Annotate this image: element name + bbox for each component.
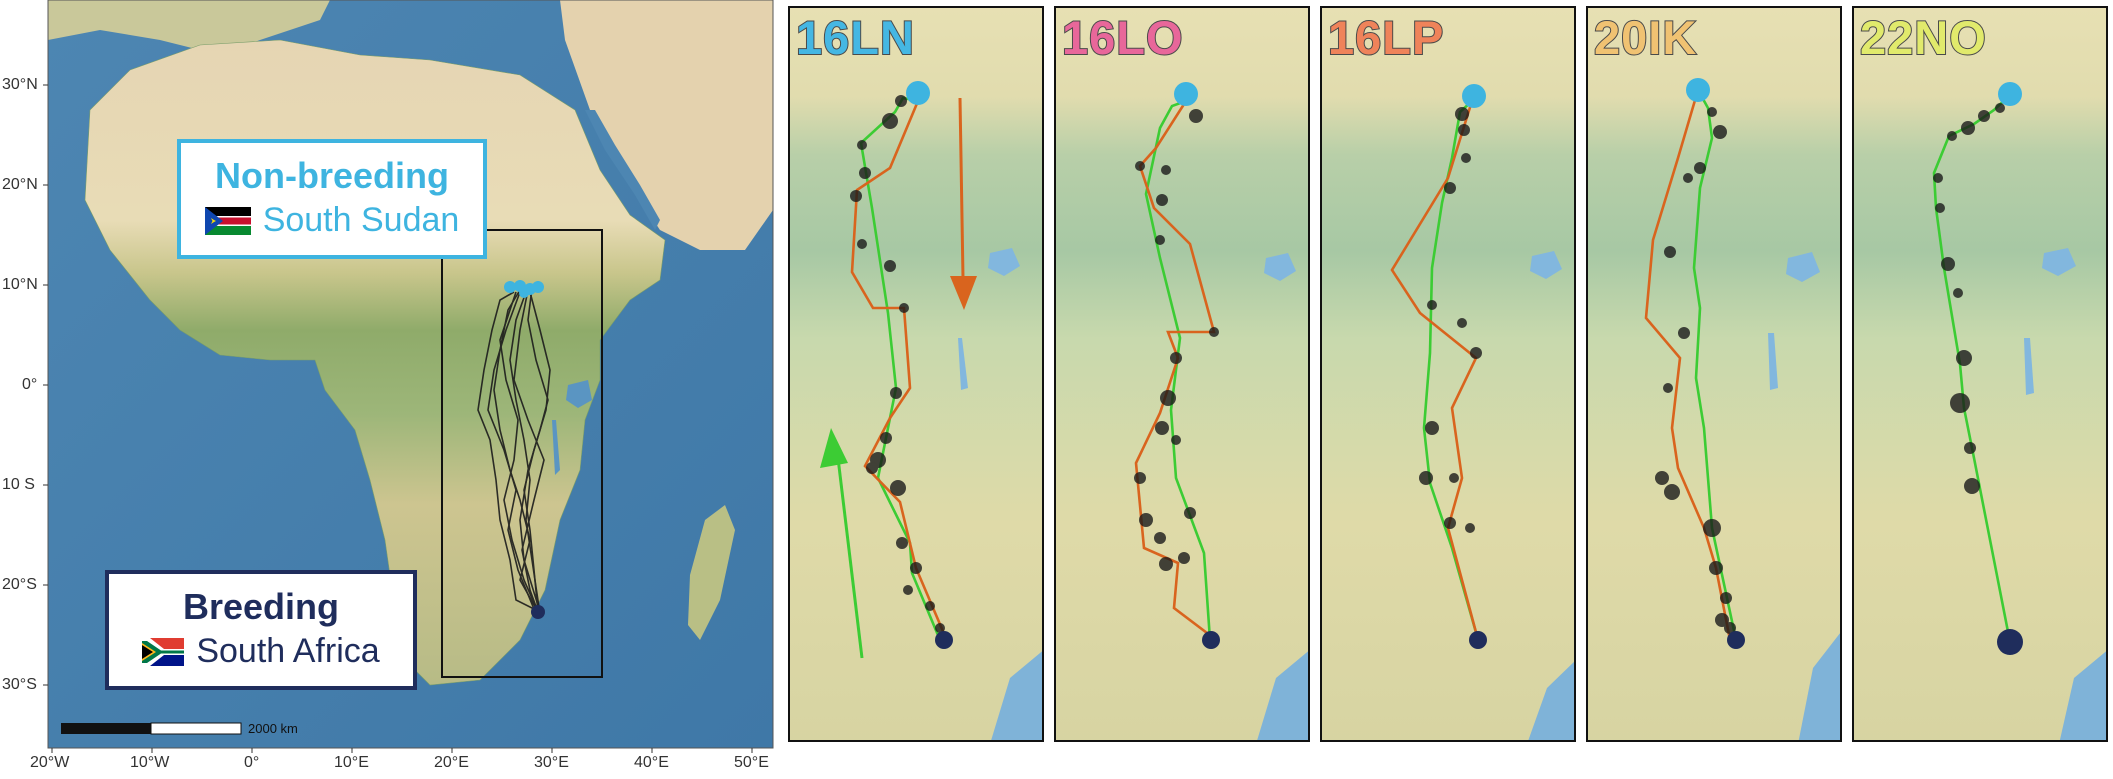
ocean-corner bbox=[1528, 661, 1574, 740]
scale-bar-dark bbox=[61, 723, 151, 734]
autumn-route bbox=[1644, 89, 1732, 641]
non-breeding-marker bbox=[1686, 78, 1710, 102]
non-breeding-marker bbox=[1174, 82, 1198, 106]
lake bbox=[988, 248, 1020, 276]
panel-background bbox=[1588, 8, 1840, 740]
lake bbox=[1768, 333, 1778, 390]
panel-background bbox=[790, 8, 1042, 740]
autumn-route bbox=[1134, 100, 1216, 638]
spring-route bbox=[1692, 89, 1738, 641]
panel-map bbox=[1588, 8, 1840, 740]
autumn-route bbox=[1390, 100, 1479, 637]
madagascar bbox=[688, 505, 735, 640]
non-breeding-marker bbox=[1462, 84, 1486, 108]
scale-bar-light bbox=[150, 722, 242, 735]
lake-victoria bbox=[566, 380, 592, 408]
lake bbox=[1786, 252, 1820, 282]
non-breeding-country: South Sudan bbox=[262, 201, 460, 239]
lat-label-30n: 30°N bbox=[2, 76, 38, 93]
breeding-marker bbox=[531, 605, 545, 619]
europe-land bbox=[48, 0, 330, 55]
non-breeding-marker bbox=[1998, 82, 2022, 106]
lat-label-10s: 10 S bbox=[2, 476, 35, 493]
panel-16lp: 16LP bbox=[1320, 6, 1576, 742]
lon-label-20w: 20°W bbox=[30, 754, 70, 771]
stopover-points bbox=[1134, 109, 1219, 571]
non-breeding-title: Non-breeding bbox=[215, 155, 449, 196]
spring-direction-arrow bbox=[820, 428, 864, 659]
migration-tracks bbox=[477, 287, 551, 615]
lon-label-50e: 50°E bbox=[734, 754, 769, 771]
red-sea bbox=[585, 110, 660, 230]
lon-label-40e: 40°E bbox=[634, 754, 669, 771]
non-breeding-marker bbox=[906, 81, 930, 105]
stopover-points bbox=[1419, 107, 1482, 533]
ocean-corner bbox=[2059, 651, 2106, 740]
panel-background bbox=[1056, 8, 1308, 740]
panel-title: 16LN bbox=[795, 10, 915, 65]
panel-title: 16LO bbox=[1061, 10, 1184, 65]
lon-label-0: 0° bbox=[244, 754, 260, 771]
study-area-box bbox=[441, 229, 603, 678]
panel-background bbox=[1322, 8, 1574, 740]
lake bbox=[2042, 248, 2076, 276]
panel-background bbox=[1854, 8, 2106, 740]
panel-map bbox=[790, 8, 1042, 740]
panel-title: 22NO bbox=[1859, 10, 1987, 65]
lat-label-30s: 30°S bbox=[2, 676, 37, 693]
lon-label-10e: 10°E bbox=[334, 754, 369, 771]
non-breeding-legend: Non-breeding South Sudan bbox=[177, 139, 487, 259]
panel-map bbox=[1854, 8, 2106, 740]
arabia-land bbox=[560, 0, 773, 250]
south-africa-flag-icon bbox=[142, 637, 185, 666]
panel-16ln: 16LN bbox=[788, 6, 1044, 742]
panel-map bbox=[1322, 8, 1574, 740]
panel-map bbox=[1056, 8, 1308, 740]
lake bbox=[1530, 251, 1562, 279]
breeding-marker bbox=[1727, 631, 1745, 649]
breeding-title: Breeding bbox=[182, 586, 340, 627]
breeding-marker bbox=[1997, 629, 2023, 655]
panel-20ik: 20IK bbox=[1586, 6, 1842, 742]
panel-22no: 22NO bbox=[1852, 6, 2108, 742]
lake bbox=[958, 338, 968, 390]
stopover-points bbox=[1655, 107, 1736, 634]
lat-label-0: 0° bbox=[22, 376, 38, 393]
lat-label-20s: 20°S bbox=[2, 576, 37, 593]
breeding-country: South Africa bbox=[196, 632, 380, 670]
lon-label-10w: 10°W bbox=[130, 754, 170, 771]
stopover-points bbox=[850, 95, 945, 633]
lake bbox=[1264, 253, 1296, 281]
breeding-legend: Breeding South Africa bbox=[105, 570, 417, 690]
lake-tanganyika bbox=[552, 420, 560, 475]
ocean-corner bbox=[1257, 651, 1308, 740]
panel-title: 20IK bbox=[1593, 10, 1698, 65]
autumn-direction-arrow bbox=[950, 97, 977, 310]
non-breeding-markers bbox=[504, 280, 544, 298]
breeding-marker bbox=[1202, 631, 1220, 649]
panel-16lo: 16LO bbox=[1054, 6, 1310, 742]
lake bbox=[2024, 338, 2034, 395]
breeding-marker bbox=[1469, 631, 1487, 649]
lon-label-30e: 30°E bbox=[534, 754, 569, 771]
spring-route bbox=[1422, 100, 1479, 637]
panel-title: 16LP bbox=[1327, 10, 1445, 65]
ocean-corner bbox=[1798, 633, 1840, 740]
lat-label-20n: 20°N bbox=[2, 176, 38, 193]
lat-label-10n: 10°N bbox=[2, 276, 38, 293]
stopover-points bbox=[1933, 103, 2005, 494]
scale-label: 2000 km bbox=[248, 721, 298, 736]
south-sudan-flag-icon bbox=[204, 206, 251, 235]
overview-frame bbox=[47, 0, 774, 749]
lon-label-20e: 20°E bbox=[434, 754, 469, 771]
axis-ticks bbox=[43, 84, 753, 753]
ocean-corner bbox=[991, 651, 1042, 740]
breeding-marker bbox=[935, 631, 953, 649]
